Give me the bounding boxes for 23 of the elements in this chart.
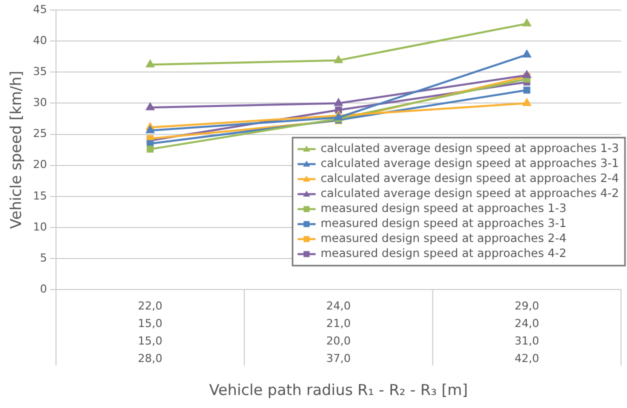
legend-label: calculated average design speed at approaches 1-3 [320, 141, 620, 156]
legend-label: calculated average design speed at approaches 3-1 [320, 156, 620, 170]
y-axis-title: Vehicle speed [km/h] [6, 70, 25, 229]
x-tick-label: 24,0 21,0 20,0 37,0 [326, 299, 351, 366]
y-tick-label: 20 [32, 158, 47, 172]
y-tick-label: 45 [32, 2, 47, 16]
y-tick-label: 10 [32, 220, 47, 234]
x-tick-label: 29,0 24,0 31,0 42,0 [514, 299, 540, 366]
x-tick-label: 22,0 15,0 15,0 28,0 [138, 299, 162, 366]
legend-label: calculated average design speed at approaches 4-2 [320, 186, 620, 200]
y-tick-label: 0 [40, 282, 47, 296]
y-tick-label: 15 [32, 189, 47, 202]
y-tick-label: 5 [40, 251, 47, 264]
legend-label: calculated average design speed at approaches 2-4 [320, 171, 620, 186]
legend-label: measured design speed at approaches 4-2 [320, 246, 566, 260]
x-axis-title: Vehicle path radius R₁ - R₂ - R₃ [m] [209, 380, 468, 399]
legend-label: measured design speed at approaches 1-3 [320, 201, 566, 216]
legend-label: measured design speed at approaches 3-1 [320, 216, 566, 230]
y-tick-label: 40 [32, 34, 47, 47]
y-tick-label: 30 [32, 96, 47, 110]
legend-label: measured design speed at approaches 2-4 [320, 231, 566, 246]
y-tick-label: 25 [32, 127, 47, 140]
y-tick-label: 35 [32, 64, 47, 78]
